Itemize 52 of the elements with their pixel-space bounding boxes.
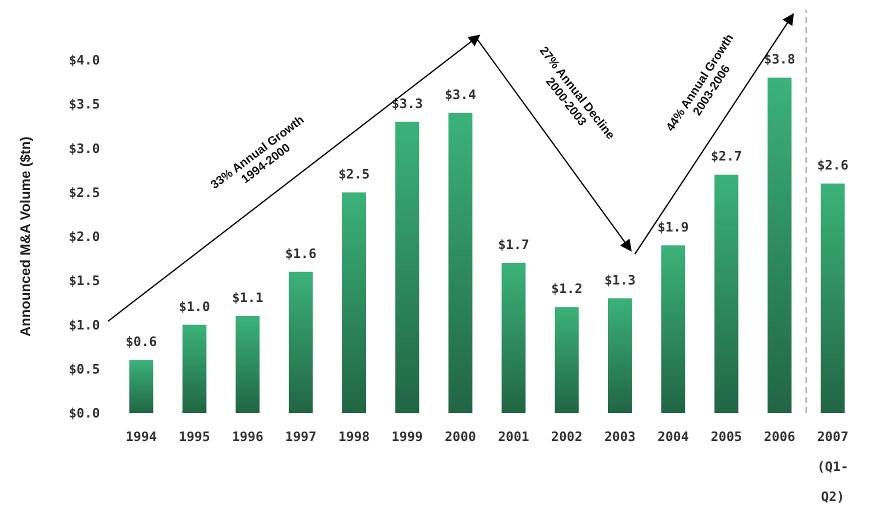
bar — [236, 316, 260, 413]
bar — [448, 112, 472, 413]
x-tick-label: 2003 — [604, 430, 636, 445]
data-label: $1.1 — [232, 290, 264, 306]
x-tick-label: 2007 (Q1-Q2) — [817, 430, 848, 505]
y-tick-label: $4.0 — [68, 54, 100, 69]
bar — [714, 174, 738, 413]
y-tick-label: $0.0 — [68, 406, 100, 422]
y-axis-title: Announced M&A Volume ($tn) — [17, 136, 33, 336]
x-tick-label: 1999 — [392, 430, 423, 445]
x-tick-label: 1995 — [178, 430, 210, 445]
x-tick-label: 2006 — [764, 430, 796, 445]
data-label: $3.3 — [392, 96, 423, 112]
bar — [554, 307, 579, 413]
x-tick-label: 2005 — [710, 430, 742, 445]
bar — [395, 122, 420, 413]
data-label: $1.6 — [285, 246, 317, 262]
x-tick-label: 2001 — [498, 430, 530, 445]
bar — [342, 192, 366, 413]
x-tick-label: 1998 — [338, 430, 370, 445]
data-label: $3.8 — [764, 52, 796, 68]
y-tick-label: $1.5 — [68, 274, 100, 290]
data-label: $1.9 — [658, 220, 689, 236]
x-tick-label: 1994 — [126, 430, 158, 445]
bar — [820, 184, 845, 413]
y-tick-label: $2.0 — [68, 230, 100, 246]
y-tick-label: $3.0 — [68, 142, 100, 157]
y-tick-label: $3.5 — [68, 98, 100, 113]
x-tick-label: 2002 — [551, 430, 582, 445]
bar — [502, 262, 526, 413]
data-label: $2.7 — [710, 150, 742, 165]
bar — [129, 360, 154, 413]
bar — [768, 78, 792, 413]
x-tick-label: 1997 — [285, 430, 316, 445]
data-label: $1.3 — [604, 273, 636, 288]
y-tick-label: $2.5 — [68, 186, 100, 201]
x-tick-label: 2000 — [444, 430, 476, 445]
bar — [661, 245, 686, 413]
y-tick-label: $0.5 — [68, 362, 100, 378]
data-label: $2.6 — [817, 158, 849, 174]
data-label: $0.6 — [126, 335, 158, 350]
bar — [608, 298, 632, 413]
data-label: $1.2 — [551, 282, 582, 298]
data-label: $3.4 — [444, 88, 476, 103]
x-tick-label: 2004 — [658, 430, 689, 445]
data-label: $1.7 — [498, 238, 530, 253]
bar — [288, 272, 313, 413]
data-label: $2.5 — [338, 167, 370, 182]
data-label: $1.0 — [178, 300, 210, 315]
bar — [182, 324, 206, 413]
x-tick-label: 1996 — [232, 430, 264, 445]
y-tick-label: $1.0 — [68, 318, 100, 334]
